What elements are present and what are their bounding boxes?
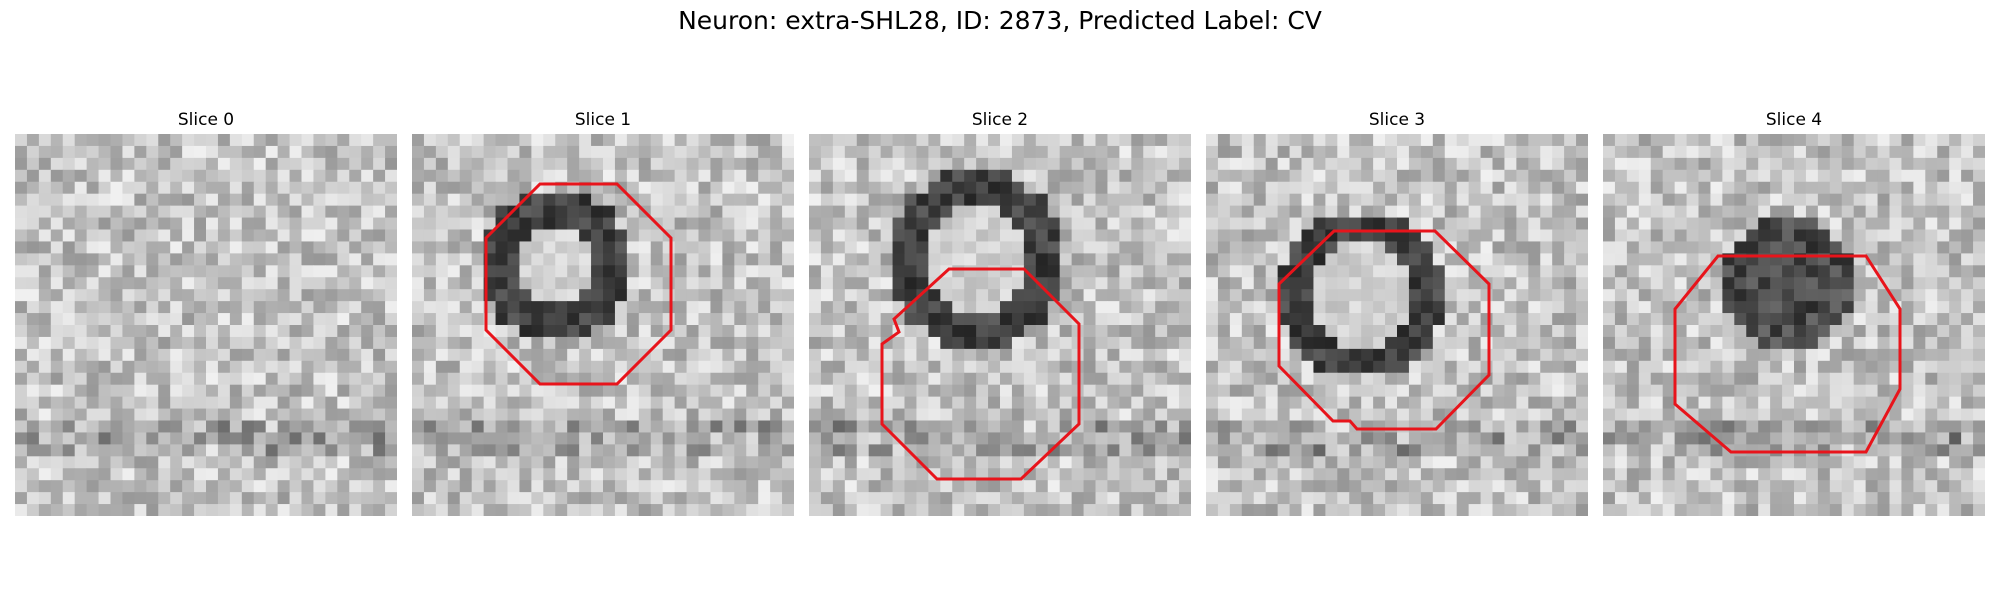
slice-2-image <box>809 134 1191 516</box>
slice-1-pixels <box>412 134 794 516</box>
slice-3-outline <box>1277 229 1491 431</box>
slice-4-title: Slice 4 <box>1765 110 1823 130</box>
slice-4-canvas <box>1603 134 1985 516</box>
slice-4-image <box>1603 134 1985 516</box>
slice-2-outline <box>880 267 1081 481</box>
slice-1-image <box>412 134 794 516</box>
slice-4-outline <box>1673 254 1902 454</box>
slice-1-outline <box>484 182 673 386</box>
slice-0-pixels <box>15 134 397 516</box>
slice-4-pixels <box>1603 134 1985 516</box>
slice-1-canvas <box>412 134 794 516</box>
slice-0-canvas <box>15 134 397 516</box>
slice-3-pixels <box>1206 134 1588 516</box>
figure-title: Neuron: extra-SHL28, ID: 2873, Predicted… <box>678 6 1322 35</box>
slice-3-image <box>1206 134 1588 516</box>
slice-2-title: Slice 2 <box>971 110 1029 130</box>
slice-0-image <box>15 134 397 516</box>
slice-3-canvas <box>1206 134 1588 516</box>
slice-2-pixels <box>809 134 1191 516</box>
slice-1-title: Slice 1 <box>574 110 632 130</box>
slice-2-canvas <box>809 134 1191 516</box>
slice-0-title: Slice 0 <box>177 110 235 130</box>
slice-3-title: Slice 3 <box>1368 110 1426 130</box>
